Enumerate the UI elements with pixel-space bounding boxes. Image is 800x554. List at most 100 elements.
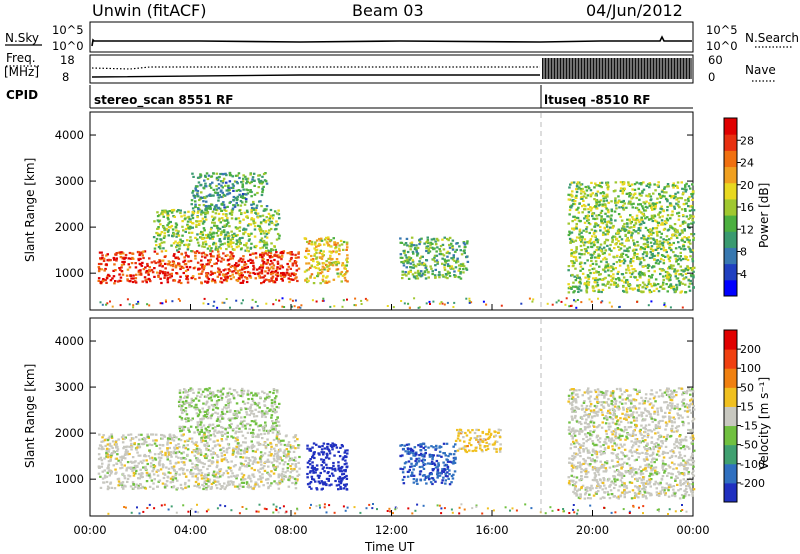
heatmap-cell	[221, 181, 225, 184]
heatmap-cell	[285, 448, 289, 451]
colorbar-segment	[724, 263, 737, 281]
heatmap-cell	[158, 479, 162, 482]
heatmap-cell	[234, 455, 238, 458]
heatmap-cell	[200, 436, 203, 440]
heatmap-cell	[662, 281, 665, 284]
heatmap-cell	[590, 181, 593, 184]
heatmap-cell	[166, 449, 169, 452]
heatmap-cell	[211, 272, 214, 275]
heatmap-cell	[567, 265, 571, 268]
heatmap-cell	[403, 273, 407, 276]
heatmap-cell	[252, 200, 255, 204]
heatmap-cell	[659, 272, 662, 276]
heatmap-cell	[169, 435, 172, 438]
heatmap-cell	[611, 226, 614, 229]
heatmap-cell	[167, 471, 170, 474]
heatmap-cell	[262, 262, 265, 265]
y-tick-label: 1000	[55, 266, 84, 280]
heatmap-cell	[588, 269, 591, 272]
heatmap-cell	[452, 254, 455, 257]
heatmap-cell	[153, 247, 157, 250]
heatmap-cell	[213, 279, 217, 282]
heatmap-cell	[220, 277, 223, 280]
heatmap-cell	[234, 448, 238, 451]
heatmap-cell	[243, 197, 247, 200]
heatmap-cell	[346, 280, 349, 283]
heatmap-cell	[651, 248, 655, 252]
heatmap-cell	[136, 465, 139, 468]
heatmap-cell	[659, 285, 662, 289]
heatmap-cell	[571, 190, 574, 193]
heatmap-cell	[199, 423, 202, 426]
heatmap-cell	[187, 255, 190, 258]
heatmap-cell	[595, 281, 599, 284]
heatmap-cell	[168, 459, 172, 462]
heatmap-cell	[307, 279, 310, 282]
heatmap-cell	[265, 246, 268, 249]
heatmap-cell	[121, 466, 124, 469]
heatmap-cell	[672, 251, 675, 254]
heatmap-cell	[411, 273, 415, 276]
heatmap-cell	[153, 457, 157, 460]
heatmap-cell	[577, 211, 581, 214]
heatmap-cell	[251, 298, 254, 301]
heatmap-cell	[266, 393, 269, 396]
heatmap-cell	[218, 268, 221, 271]
heatmap-cell	[161, 463, 164, 466]
heatmap-cell	[674, 254, 677, 257]
heatmap-cell	[341, 262, 345, 265]
heatmap-cell	[402, 264, 406, 267]
heatmap-cell	[199, 175, 202, 178]
heatmap-cell	[329, 263, 332, 266]
heatmap-cell	[586, 274, 590, 277]
heatmap-cell	[179, 238, 182, 241]
heatmap-cell	[340, 270, 344, 274]
heatmap-cell	[97, 266, 101, 269]
heatmap-cell	[636, 240, 639, 244]
heatmap-cell	[156, 227, 159, 230]
heatmap-cell	[262, 218, 266, 221]
heatmap-cell	[120, 436, 124, 439]
heatmap-cell	[200, 220, 203, 223]
heatmap-cell	[260, 282, 263, 285]
heatmap-cell	[290, 476, 294, 479]
heatmap-cell	[215, 401, 219, 404]
heatmap-cell	[244, 244, 248, 247]
heatmap-cell	[286, 466, 290, 470]
heatmap-cell	[131, 468, 135, 471]
heatmap-cell	[189, 425, 193, 428]
heatmap-cell	[633, 188, 637, 191]
heatmap-cell	[206, 281, 209, 284]
station-title: Unwin (fitACF)	[92, 1, 206, 20]
heatmap-cell	[182, 260, 185, 263]
heatmap-cell	[253, 225, 257, 228]
heatmap-cell	[137, 269, 141, 272]
heatmap-cell	[294, 434, 298, 437]
heatmap-cell	[278, 432, 281, 435]
heatmap-cell	[196, 431, 200, 434]
heatmap-cell	[215, 257, 219, 260]
heatmap-cell	[146, 303, 149, 306]
heatmap-cell	[124, 436, 127, 439]
heatmap-cell	[250, 447, 254, 450]
heatmap-cell	[212, 470, 216, 473]
heatmap-cell	[257, 224, 260, 227]
heatmap-cell	[585, 291, 589, 294]
heatmap-cell	[587, 275, 590, 278]
heatmap-cell	[276, 271, 279, 274]
heatmap-cell	[626, 281, 630, 284]
heatmap-cell	[161, 482, 165, 485]
heatmap-cell	[672, 288, 675, 291]
heatmap-cell	[227, 238, 230, 241]
heatmap-cell	[263, 452, 267, 455]
heatmap-cell	[276, 465, 279, 468]
heatmap-cell	[192, 442, 196, 445]
heatmap-cell	[202, 410, 206, 413]
heatmap-cell	[409, 248, 412, 251]
heatmap-cell	[639, 203, 642, 206]
heatmap-cell	[670, 195, 674, 198]
heatmap-cell	[597, 204, 601, 207]
heatmap-cell	[101, 436, 104, 439]
heatmap-cell	[200, 213, 203, 216]
heatmap-cell	[628, 184, 632, 187]
